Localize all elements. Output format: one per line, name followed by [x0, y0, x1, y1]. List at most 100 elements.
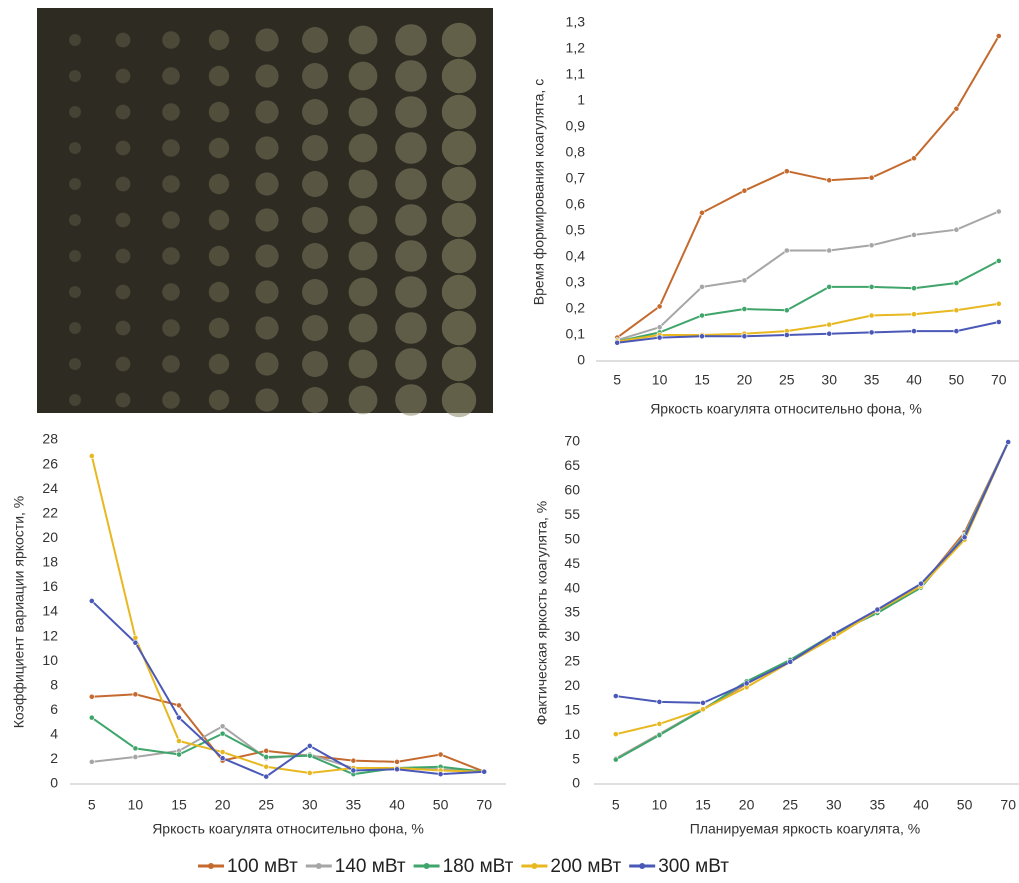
- photo-spot: [348, 169, 378, 199]
- data-point: [826, 247, 833, 254]
- y-tick-label: 18: [42, 554, 58, 570]
- photo-spot: [395, 276, 427, 308]
- photo-spot: [348, 241, 378, 271]
- photo-spot: [395, 60, 427, 92]
- data-point: [995, 319, 1002, 325]
- y-tick-label: 20: [564, 677, 580, 693]
- y-tick-label: 10: [564, 726, 580, 742]
- data-point: [219, 723, 226, 730]
- x-tick-label: 30: [826, 797, 842, 813]
- photo-spot: [441, 346, 477, 382]
- data-point: [995, 257, 1002, 264]
- data-point: [132, 745, 139, 752]
- y-tick-label: 1,1: [566, 66, 586, 82]
- data-point: [911, 231, 917, 238]
- photo-spot: [69, 142, 81, 154]
- y-tick-label: 1,3: [566, 14, 586, 30]
- photo-spot: [302, 207, 328, 233]
- data-point: [743, 680, 750, 687]
- data-point: [481, 768, 488, 775]
- x-axis-title: Яркость коагулята относительно фона, %: [152, 821, 424, 837]
- x-tick-label: 5: [612, 797, 620, 813]
- x-tick-label: 35: [346, 797, 362, 813]
- x-tick-label: 10: [652, 797, 668, 813]
- y-tick-label: 0: [572, 775, 580, 791]
- data-point: [699, 333, 705, 340]
- photo-spot: [69, 250, 81, 262]
- data-point: [826, 321, 833, 328]
- photo-spot: [69, 286, 81, 298]
- y-tick-label: 20: [42, 529, 58, 545]
- data-point: [911, 285, 917, 292]
- data-point: [826, 330, 833, 337]
- y-tick-label: 0,9: [566, 118, 586, 134]
- photo-spot: [69, 34, 81, 46]
- photo-spot: [115, 176, 131, 192]
- x-tick-label: 20: [215, 797, 231, 813]
- y-tick-label: 0,3: [566, 274, 586, 290]
- data-point: [437, 751, 444, 758]
- series-line: [616, 210, 1000, 342]
- data-point: [783, 332, 790, 338]
- photo-spot: [395, 348, 427, 380]
- x-tick-label: 15: [171, 797, 187, 813]
- photo-spot: [255, 244, 279, 268]
- photo-spot: [208, 353, 230, 375]
- data-point: [995, 300, 1002, 307]
- photo-spot: [348, 277, 378, 307]
- data-point: [787, 658, 794, 665]
- data-point: [306, 770, 313, 776]
- photo-spot: [441, 58, 477, 94]
- y-axis-title: Время формирования коагулята, с: [531, 79, 547, 305]
- data-point: [868, 174, 875, 181]
- photo-spot: [69, 358, 81, 370]
- data-point: [699, 283, 705, 290]
- photo-spot: [162, 103, 180, 121]
- data-point: [783, 168, 790, 175]
- y-tick-label: 60: [564, 482, 580, 498]
- photo-spot: [255, 280, 279, 304]
- x-tick-label: 40: [913, 797, 929, 813]
- photo-spot: [348, 349, 378, 379]
- photo-spot: [348, 205, 378, 235]
- data-point: [350, 767, 357, 774]
- y-tick-label: 1,2: [566, 40, 586, 56]
- x-tick-label: 35: [870, 797, 886, 813]
- x-tick-label: 10: [652, 372, 668, 388]
- series-line: [616, 260, 1000, 343]
- data-point: [132, 639, 139, 646]
- photo-spot: [348, 313, 378, 343]
- y-tick-label: 0,2: [566, 300, 586, 316]
- y-tick-label: 15: [564, 701, 580, 717]
- x-tick-label: 15: [695, 797, 711, 813]
- photo-spot: [162, 283, 180, 301]
- data-point: [88, 598, 95, 604]
- photo-spot: [208, 29, 230, 51]
- data-point: [612, 731, 619, 738]
- series-line: [91, 716, 485, 776]
- series-line: [90, 455, 485, 774]
- photo-spot: [115, 284, 131, 300]
- x-tick-label: 25: [258, 797, 274, 813]
- data-point: [306, 752, 313, 759]
- data-point: [614, 339, 621, 346]
- x-tick-label: 30: [821, 372, 837, 388]
- x-tick-label: 15: [694, 372, 710, 388]
- photo-spot: [395, 24, 427, 56]
- series-line: [615, 441, 1010, 736]
- data-point: [741, 187, 748, 194]
- y-tick-label: 45: [564, 555, 580, 571]
- y-tick-label: 55: [564, 506, 580, 522]
- data-point: [741, 333, 748, 340]
- legend-label: 180 мВт: [443, 856, 514, 877]
- data-point: [699, 312, 705, 319]
- photo-spot: [348, 385, 378, 415]
- photo-spot: [395, 204, 427, 236]
- x-tick-label: 70: [991, 372, 1007, 388]
- photo-spot: [395, 132, 427, 164]
- photo-spots: [69, 22, 477, 418]
- x-tick-label: 10: [128, 797, 144, 813]
- data-point: [132, 691, 139, 698]
- x-axis-title: Яркость коагулята относительно фона, %: [650, 401, 922, 417]
